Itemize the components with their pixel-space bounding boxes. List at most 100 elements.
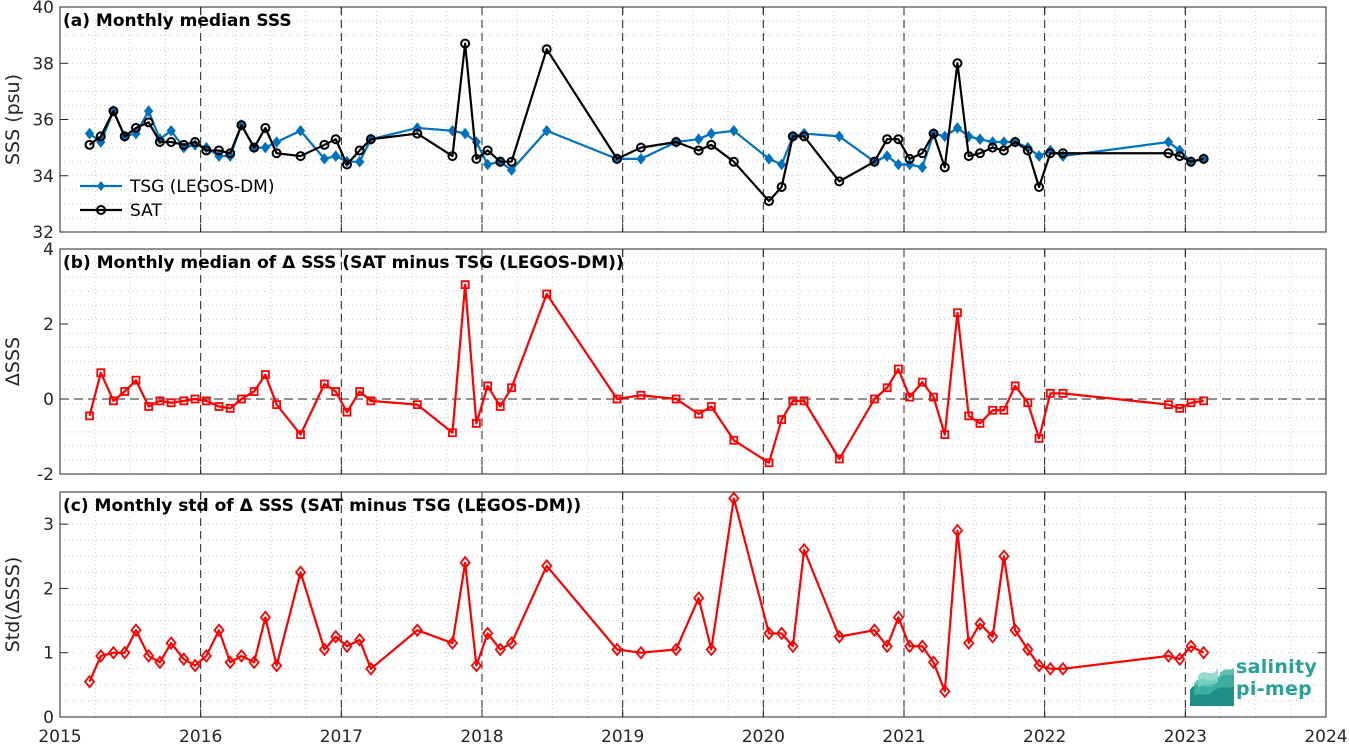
- data-point: [1163, 148, 1174, 159]
- data-point: [953, 308, 962, 318]
- data-point: [882, 150, 892, 162]
- data-point: [260, 122, 271, 133]
- legend: TSG (LEGOS-DM) SAT: [80, 177, 274, 221]
- data-point: [1162, 649, 1175, 663]
- data-point: [341, 639, 353, 654]
- data-point: [952, 58, 963, 69]
- data-point: [295, 151, 306, 162]
- data-point: [612, 153, 623, 164]
- y-tick-label: 40: [32, 0, 54, 18]
- data-point: [1023, 398, 1033, 408]
- data-point: [155, 396, 165, 406]
- data-point: [775, 626, 788, 641]
- data-point: [494, 642, 506, 657]
- data-point: [1164, 400, 1173, 410]
- data-point: [927, 655, 940, 670]
- y-tick-label: 38: [32, 54, 54, 74]
- y-tick-label: 36: [32, 111, 54, 131]
- data-point: [108, 106, 119, 117]
- data-point: [974, 616, 986, 631]
- data-point: [365, 661, 377, 676]
- data-point: [963, 151, 974, 162]
- legend-label: SAT: [130, 201, 162, 221]
- data-point: [505, 636, 518, 650]
- y-axis-label: Std(ΔSSS): [2, 557, 24, 653]
- data-point: [213, 623, 225, 638]
- data-point: [763, 196, 774, 207]
- legend-label: TSG (LEGOS-DM): [129, 177, 274, 197]
- data-point: [260, 370, 270, 380]
- data-point: [764, 153, 774, 165]
- series-tsg-legos-dm-: [84, 105, 1209, 176]
- data-point: [271, 148, 282, 159]
- data-point: [331, 387, 341, 396]
- data-point: [787, 639, 799, 654]
- data-point: [917, 148, 928, 159]
- data-point: [542, 289, 552, 299]
- data-point: [975, 418, 985, 428]
- data-point: [235, 649, 248, 663]
- data-point: [260, 141, 271, 154]
- axes-frame: [59, 491, 1327, 718]
- data-point: [799, 131, 810, 142]
- data-point: [939, 684, 951, 699]
- y-tick-label: 0: [43, 390, 54, 410]
- data-point: [799, 396, 809, 406]
- data-point: [693, 133, 704, 145]
- data-point: [225, 148, 236, 159]
- data-point: [354, 145, 365, 156]
- data-point: [470, 658, 483, 673]
- data-point: [179, 396, 189, 406]
- data-point: [190, 137, 201, 147]
- data-point: [201, 396, 211, 406]
- data-point: [929, 392, 938, 402]
- data-point: [905, 392, 915, 402]
- data-point: [154, 655, 166, 670]
- data-point: [1033, 658, 1045, 673]
- data-point: [200, 649, 212, 663]
- data-point: [541, 44, 552, 55]
- data-point: [178, 139, 189, 150]
- data-point: [882, 134, 893, 145]
- data-point: [460, 280, 470, 290]
- data-point: [495, 156, 506, 167]
- y-tick-label: 2: [43, 315, 54, 335]
- data-point: [939, 162, 950, 173]
- x-tick-label: 2023: [1164, 727, 1207, 745]
- x-tick-label: 2022: [1023, 727, 1066, 745]
- data-point: [952, 122, 963, 134]
- data-point: [96, 368, 106, 378]
- data-point: [355, 387, 365, 396]
- data-point: [975, 133, 985, 145]
- data-point: [1185, 156, 1196, 167]
- data-point: [1044, 661, 1056, 676]
- data-point: [411, 623, 423, 638]
- data-point: [940, 430, 950, 440]
- data-point: [236, 120, 247, 131]
- data-point: [1010, 381, 1020, 391]
- data-point: [917, 161, 927, 174]
- data-point: [998, 145, 1009, 156]
- y-tick-label: 1: [43, 644, 54, 664]
- data-point: [331, 150, 341, 162]
- data-point: [636, 390, 646, 400]
- data-point: [1185, 639, 1197, 654]
- panel-title: (b) Monthly median of Δ SSS (SAT minus T…: [63, 253, 624, 273]
- data-point: [109, 396, 118, 406]
- data-point: [974, 148, 985, 159]
- data-point: [1010, 137, 1021, 147]
- data-point: [882, 383, 892, 393]
- data-point: [706, 402, 716, 411]
- data-point: [214, 402, 224, 411]
- data-point: [85, 411, 94, 421]
- x-axis-ticks: 2015 2016 2017 2018 2019 2020 2021 2022 2023 2024: [38, 727, 1347, 745]
- y-tick-label: 2: [43, 579, 54, 599]
- y-tick-label: -2: [37, 465, 54, 485]
- data-point: [869, 156, 880, 167]
- data-point: [271, 136, 282, 148]
- data-point: [892, 610, 905, 625]
- data-point: [728, 491, 740, 506]
- data-point: [506, 164, 517, 176]
- y-tick-label: 34: [32, 167, 54, 187]
- data-point: [940, 130, 950, 143]
